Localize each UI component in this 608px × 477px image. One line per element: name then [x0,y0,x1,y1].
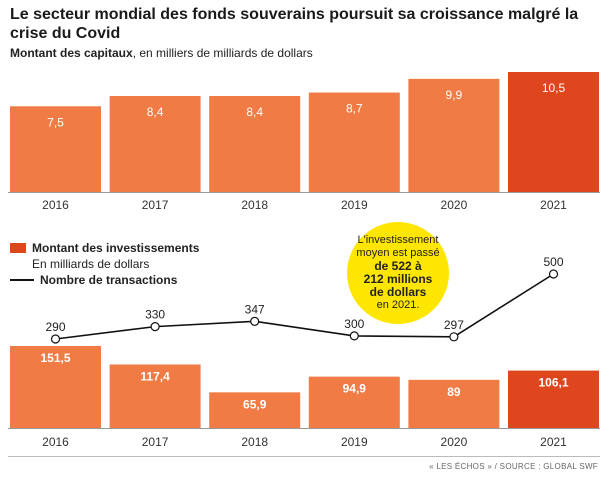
transactions-label-2018: 347 [245,302,265,316]
top-bar-label-2017: 8,4 [147,105,164,119]
bottom-bar-label-2021: 106,1 [538,376,568,390]
transactions-point-2019 [349,331,359,341]
transactions-point-2018 [250,316,260,326]
transactions-point-2020 [449,332,459,342]
annotation-bubble: L'investissement moyen est passé de 522 … [347,222,449,324]
bottom-tick-2019: 2019 [341,435,368,449]
transactions-point-2016 [50,334,61,344]
legend-invest-label: Montant des investissements [32,240,200,255]
top-bar-2019 [308,92,400,192]
bottom-bar-2016 [10,346,101,428]
legend-transactions-label: Nombre de transactions [40,272,178,287]
top-bar-label-2019: 8,7 [346,102,363,116]
legend-invest-swatch [10,243,26,253]
top-bar-label-2020: 9,9 [446,88,463,102]
transactions-point-2021 [548,269,559,279]
bottom-bar-2017 [109,364,201,428]
bottom-tick-2021: 2021 [540,435,567,449]
top-tick-2019: 2019 [341,198,368,212]
top-bar-2021 [508,72,599,192]
bottom-bar-2019 [308,376,400,428]
bottom-tick-2018: 2018 [241,435,268,449]
transactions-label-2017: 330 [145,308,165,322]
top-bar-label-2018: 8,4 [246,105,263,119]
top-tick-2017: 2017 [142,198,169,212]
transactions-point-2017 [150,322,160,332]
top-bar-2016 [10,106,101,192]
bottom-bar-label-2019: 94,9 [343,382,367,396]
top-bar-label-2016: 7,5 [47,115,64,129]
bubble-line-1: L'investissement [357,234,439,246]
top-bar-2018 [209,96,301,192]
top-bar-label-2021: 10,5 [542,81,566,95]
bottom-bar-label-2016: 151,5 [40,351,70,365]
bottom-tick-2017: 2017 [142,435,169,449]
top-tick-2021: 2021 [540,198,567,212]
bottom-tick-2016: 2016 [42,435,69,449]
transactions-line [55,273,554,340]
bubble-line-5: de dollars [369,285,427,299]
bottom-bar-2018 [209,392,301,428]
transactions-label-2019: 300 [344,317,364,331]
legend-transactions: Nombre de transactions [10,272,199,288]
legend: Montant des investissements En milliards… [10,240,199,288]
legend-invest: Montant des investissements [10,240,199,256]
transactions-label-2016: 290 [45,320,65,334]
bottom-bar-label-2018: 65,9 [243,397,267,411]
bottom-bar-label-2020: 89 [447,385,461,399]
chart-subtitle: Montant des capitaux, en milliers de mil… [10,46,313,60]
bottom-bar-label-2017: 117,4 [140,369,170,383]
source-credit: « LES ÉCHOS » / SOURCE : GLOBAL SWF [429,462,598,471]
top-tick-2020: 2020 [441,198,468,212]
subtitle-rest: , en milliers de milliards de dollars [132,46,313,60]
top-bar-2020 [408,78,500,192]
top-tick-2018: 2018 [241,198,268,212]
bubble-line-4: 212 millions [363,272,433,286]
transactions-label-2021: 500 [543,255,563,269]
bubble-line-3: de 522 à [374,259,422,273]
legend-line-swatch [10,279,34,281]
chart-title: Le secteur mondial des fonds souverains … [10,6,579,42]
subtitle-bold: Montant des capitaux [10,46,133,60]
bottom-bar-2020 [408,379,500,428]
transactions-label-2020: 297 [444,318,464,332]
bottom-bar-2021 [508,370,599,428]
legend-invest-unit: En milliards de dollars [32,256,150,271]
bottom-tick-2020: 2020 [441,435,468,449]
bubble-line-6: en 2021. [376,299,420,311]
top-tick-2016: 2016 [42,198,69,212]
top-bar-2017 [109,96,201,192]
bubble-line-2: moyen est passé [356,247,440,259]
